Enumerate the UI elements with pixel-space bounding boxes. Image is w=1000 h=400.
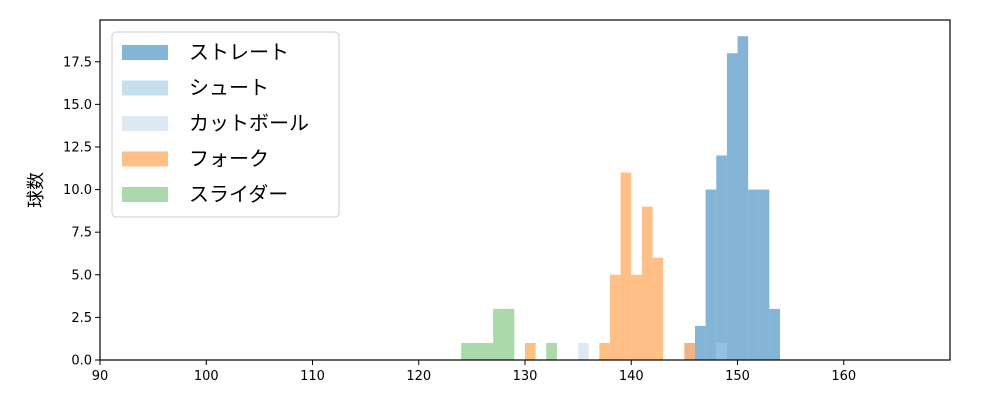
bar-series-4-bin-1 — [471, 342, 483, 360]
bar-series-0-bin-0 — [695, 325, 706, 360]
x-tick-label: 150 — [725, 369, 750, 384]
x-tick-label: 130 — [513, 369, 538, 384]
bars-layer — [461, 36, 780, 360]
bar-series-3-bin-6 — [652, 257, 664, 360]
y-tick-label: 10.0 — [63, 183, 92, 198]
x-tick-label: 160 — [831, 369, 856, 384]
bar-series-0-bin-2 — [716, 155, 727, 360]
x-axis: 90 100 110 120 130 140 150 160 — [92, 360, 856, 384]
bar-series-4-bin-3 — [493, 308, 504, 360]
y-tick-label: 17.5 — [63, 55, 92, 70]
y-tick-label: 7.5 — [71, 226, 92, 241]
bar-series-3-bin-1 — [599, 342, 610, 360]
legend-swatch-4 — [122, 187, 168, 202]
legend-swatch-0 — [122, 45, 168, 60]
bar-series-0-bin-6 — [758, 189, 770, 360]
legend-label-3: フォーク — [189, 147, 269, 171]
bar-series-4-bin-2 — [482, 342, 494, 360]
bar-series-4-bin-0 — [461, 342, 472, 360]
bar-series-2-bin-0 — [578, 342, 589, 360]
y-axis-label: 球数 — [26, 172, 47, 208]
y-tick-label: 12.5 — [63, 140, 92, 155]
legend-label-0: ストレート — [189, 40, 289, 64]
legend-label-4: スライダー — [189, 182, 288, 206]
bar-series-0-bin-5 — [748, 189, 759, 360]
bar-series-3-bin-2 — [610, 274, 621, 360]
legend-label-2: カットボール — [189, 111, 309, 135]
bar-series-0-bin-7 — [769, 308, 780, 360]
legend-swatch-2 — [122, 116, 168, 131]
bar-series-3-bin-7 — [684, 342, 695, 360]
bar-series-3-bin-3 — [620, 172, 632, 360]
y-tick-label: 0.0 — [71, 354, 92, 369]
x-tick-label: 110 — [300, 369, 325, 384]
legend-swatch-3 — [122, 151, 168, 167]
bar-series-1-bin-0 — [716, 342, 727, 360]
x-tick-label: 120 — [406, 369, 431, 384]
bar-series-0-bin-1 — [705, 189, 717, 360]
legend-swatch-1 — [122, 80, 168, 96]
bar-series-0-bin-4 — [737, 36, 749, 360]
y-axis: 0.0 2.5 5.0 7.5 10.0 12.5 15.0 17.5 — [63, 55, 100, 369]
x-tick-label: 90 — [92, 369, 109, 384]
legend-label-1: シュート — [189, 76, 269, 100]
bar-series-3-bin-5 — [641, 206, 653, 360]
bar-series-3-bin-0 — [525, 342, 536, 360]
legend-box — [111, 31, 340, 218]
bar-series-4-bin-4 — [503, 308, 515, 360]
bar-series-4-bin-5 — [546, 342, 557, 360]
y-tick-label: 2.5 — [71, 311, 92, 326]
x-tick-label: 100 — [194, 369, 219, 384]
bar-series-3-bin-4 — [631, 274, 642, 360]
y-tick-label: 15.0 — [63, 98, 92, 113]
y-tick-label: 5.0 — [71, 268, 92, 283]
x-tick-label: 140 — [619, 369, 644, 384]
bar-series-0-bin-3 — [726, 53, 738, 360]
